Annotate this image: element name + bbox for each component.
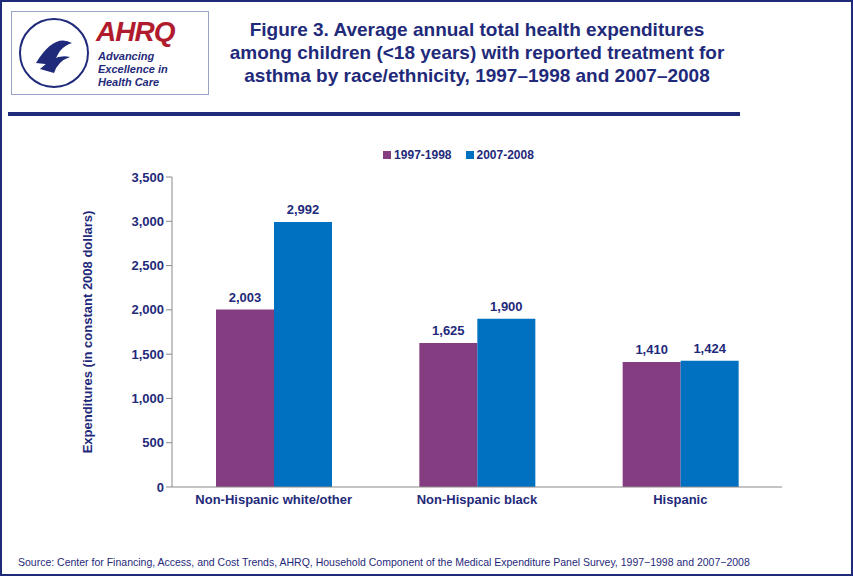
svg-text:3,000: 3,000	[131, 214, 164, 229]
svg-text:Expenditures (in constant 2008: Expenditures (in constant 2008 dollars)	[80, 211, 95, 454]
svg-text:1,500: 1,500	[131, 347, 164, 362]
html-text:Advancing Excellence in Health: Advancing Excellence in Health Care	[98, 50, 168, 88]
svg-text:Non-Hispanic black: Non-Hispanic black	[417, 492, 538, 507]
html-text:1997-1998: 1997-1998	[394, 148, 452, 162]
html-text:2007-2008: 2007-2008	[476, 148, 534, 162]
svg-text:2,500: 2,500	[131, 258, 164, 273]
html-text:AHRQ: AHRQ	[96, 16, 175, 47]
svg-text:1,410: 1,410	[635, 342, 668, 357]
svg-text:0: 0	[157, 480, 164, 495]
svg-text:Hispanic: Hispanic	[653, 492, 707, 507]
svg-text:2,992: 2,992	[287, 202, 320, 217]
html-text:Source: Center for Financing,: Source: Center for Financing, Access, an…	[18, 556, 750, 568]
svg-text:Non-Hispanic white/other: Non-Hispanic white/other	[195, 492, 352, 507]
svg-text:2,003: 2,003	[229, 290, 262, 305]
html-text:Figure 3. Average annual total: Figure 3. Average annual total health ex…	[229, 19, 725, 86]
svg-text:1,424: 1,424	[693, 341, 726, 356]
svg-text:500: 500	[142, 435, 164, 450]
svg-text:2,000: 2,000	[131, 302, 164, 317]
svg-text:1,625: 1,625	[432, 323, 465, 338]
svg-text:3,500: 3,500	[131, 170, 164, 185]
svg-text:1,900: 1,900	[490, 299, 523, 314]
svg-text:1,000: 1,000	[131, 391, 164, 406]
